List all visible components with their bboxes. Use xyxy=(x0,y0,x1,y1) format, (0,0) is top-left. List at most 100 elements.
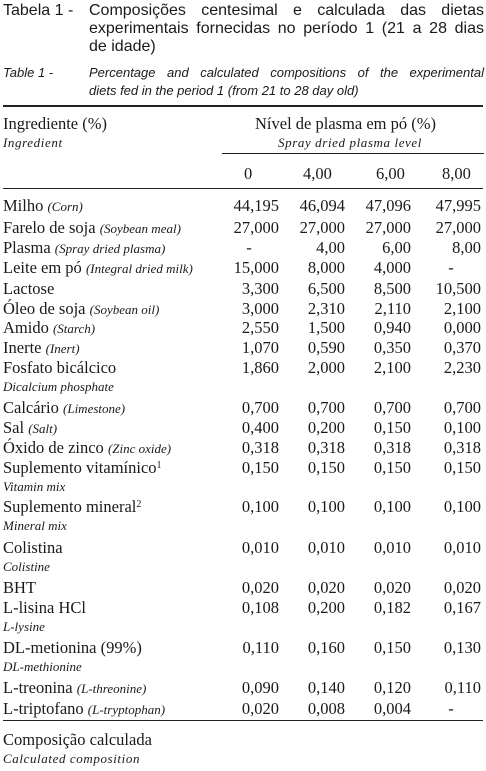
value-cell: 0,010 xyxy=(373,538,411,557)
value-cell: 8,500 xyxy=(373,279,411,298)
value-cell: 47,096 xyxy=(365,196,411,215)
caption-line-en-2: diets fed in the period 1 (from 21 to 28… xyxy=(89,83,359,98)
footnote-marker: 1 xyxy=(156,460,162,471)
value-cell: 0,004 xyxy=(373,699,411,718)
top-rule xyxy=(3,105,483,107)
value-cell: 0,100 xyxy=(443,418,481,437)
ingredient-name: Calcário (Limestone) xyxy=(3,398,125,418)
ingredient-name-en: (Starch) xyxy=(52,321,96,336)
plasma-level-header: Nível de plasma em pó (%) xyxy=(255,114,436,133)
value-cell: 4,000 xyxy=(373,258,411,277)
ingredient-name-pt: Suplemento vitamínico xyxy=(3,458,157,477)
ingredient-name: Milho (Corn) xyxy=(3,196,83,216)
footnote-marker: 2 xyxy=(136,499,142,510)
value-cell: 0,010 xyxy=(443,538,481,557)
value-cell: 2,100 xyxy=(443,299,481,318)
ingredient-name-pt: DL-metionina (99%) xyxy=(3,638,142,657)
table-row: Colistina 0,010 0,010 0,010 0,010 Colistine xyxy=(3,538,485,574)
ingredient-name: Suplemento vitamínico1 xyxy=(3,458,162,478)
table-row: Amido (Starch) 2,550 1,500 0,940 0,000 xyxy=(3,318,485,338)
value-cell: 0,020 xyxy=(443,578,481,597)
table-row: Sal (Salt) 0,400 0,200 0,150 0,100 xyxy=(3,418,485,438)
value-cell: 0,020 xyxy=(307,578,345,597)
value-cell: 0,020 xyxy=(373,578,411,597)
value-cell: 0,020 xyxy=(241,699,279,718)
table-row: L-lisina HCl 0,108 0,200 0,182 0,167 L-lysine xyxy=(3,598,485,634)
ingredient-name-pt: Óleo de soja xyxy=(3,299,86,318)
value-cell: 0,200 xyxy=(307,598,345,617)
value-cell: 0,100 xyxy=(241,497,279,516)
value-cell: 0,318 xyxy=(373,438,411,457)
caption-line-pt-2: experimentais fornecidas no período 1 (2… xyxy=(89,20,484,37)
value-cell: 6,500 xyxy=(307,279,345,298)
ingredient-name-pt: Óxido de zinco xyxy=(3,438,104,457)
value-cell: 0,150 xyxy=(373,418,411,437)
ingredient-name: Fosfato bicálcico xyxy=(3,358,116,378)
caption-line-en-1: Percentage and calculated compositions o… xyxy=(89,65,484,80)
ingredient-name-pt: L-treonina xyxy=(3,678,73,697)
table-row: Leite em pó (Integral dried milk) 15,000 8… xyxy=(3,258,485,278)
table-row: Óleo de soja (Soybean oil) 3,000 2,310 2,11… xyxy=(3,299,485,319)
ingredient-name: Óleo de soja (Soybean oil) xyxy=(3,299,159,319)
value-cell: 1,500 xyxy=(307,318,345,337)
value-cell: 0,010 xyxy=(307,538,345,557)
ingredient-name: Lactose xyxy=(3,279,54,299)
value-cell: 0,200 xyxy=(307,418,345,437)
value-cell: 0,590 xyxy=(307,338,345,357)
value-cell: 0,100 xyxy=(373,497,411,516)
table-row: Lactose 3,300 6,500 8,500 10,500 xyxy=(3,279,485,299)
value-cell: - xyxy=(448,699,454,718)
value-cell: 0,160 xyxy=(307,638,345,657)
value-cell: 0,350 xyxy=(373,338,411,357)
value-cell: 8,000 xyxy=(307,258,345,277)
ingredient-name: L-triptofano (L-tryptophan) xyxy=(3,699,165,719)
ingredient-name-en: (L-tryptophan) xyxy=(87,702,166,717)
value-cell: 27,000 xyxy=(233,218,279,237)
ingredient-name-pt: Inerte xyxy=(3,338,42,357)
ingredient-name: Inerte (Inert) xyxy=(3,338,80,358)
value-cell: 27,000 xyxy=(299,218,345,237)
table-row: Suplemento mineral2 0,100 0,100 0,100 0,100 M… xyxy=(3,497,485,533)
ingredient-name-en: (Soybean oil) xyxy=(89,302,160,317)
ingredient-name-en: (L-threonine) xyxy=(76,681,147,696)
value-cell: 0,150 xyxy=(373,638,411,657)
value-cell: - xyxy=(448,258,454,277)
calculated-composition-title: Composição calculada xyxy=(3,730,152,749)
ingredient-name-en: Mineral mix xyxy=(3,518,67,533)
ingredient-name-en: (Inert) xyxy=(45,341,80,356)
ingredient-name-en: (Limestone) xyxy=(63,401,126,416)
value-cell: 44,195 xyxy=(233,196,279,215)
ingredient-name: Sal (Salt) xyxy=(3,418,57,438)
ingredient-header: Ingrediente (%) xyxy=(3,114,107,133)
ingredient-name: DL-metionina (99%) xyxy=(3,638,142,658)
value-cell: 0,318 xyxy=(241,438,279,457)
value-cell: 0,318 xyxy=(307,438,345,457)
value-cell: 0,100 xyxy=(307,497,345,516)
value-cell: 0,700 xyxy=(373,398,411,417)
value-cell: 0,400 xyxy=(241,418,279,437)
value-cell: 0,700 xyxy=(307,398,345,417)
table-row: L-treonina (L-threonine) 0,090 0,140 0,120 0… xyxy=(3,678,485,698)
ingredient-name-pt: Milho xyxy=(3,196,44,215)
ingredient-name: Colistina xyxy=(3,538,63,558)
value-cell: 0,120 xyxy=(373,678,411,697)
table-row: Óxido de zinco (Zinc oxide) 0,318 0,318 0,3… xyxy=(3,438,485,458)
value-cell: 15,000 xyxy=(233,258,279,277)
caption-label-pt: Tabela 1 - xyxy=(3,2,74,19)
value-cell: 0,318 xyxy=(443,438,481,457)
value-cell: 0,150 xyxy=(307,458,345,477)
ingredient-name-en: L-lysine xyxy=(3,619,45,634)
calculated-composition-title-en: Calculated composition xyxy=(3,751,141,766)
ingredient-header-en: Ingredient xyxy=(3,135,63,150)
value-cell: 0,940 xyxy=(373,318,411,337)
value-cell: 0,370 xyxy=(443,338,481,357)
value-cell: 0,130 xyxy=(443,638,481,657)
table-row: Suplemento vitamínico1 0,150 0,150 0,150 0,1… xyxy=(3,458,485,494)
ingredient-name-pt: Farelo de soja xyxy=(3,218,96,237)
table-row: DL-metionina (99%) 0,110 0,160 0,150 0,130 DL… xyxy=(3,638,485,674)
table-row: Fosfato bicálcico 1,860 2,000 2,100 2,230 Dic… xyxy=(3,358,485,394)
value-cell: 0,100 xyxy=(443,497,481,516)
level-col-1: 4,00 xyxy=(303,164,332,183)
value-cell: 0,020 xyxy=(241,578,279,597)
header-bottom-rule xyxy=(3,188,483,189)
